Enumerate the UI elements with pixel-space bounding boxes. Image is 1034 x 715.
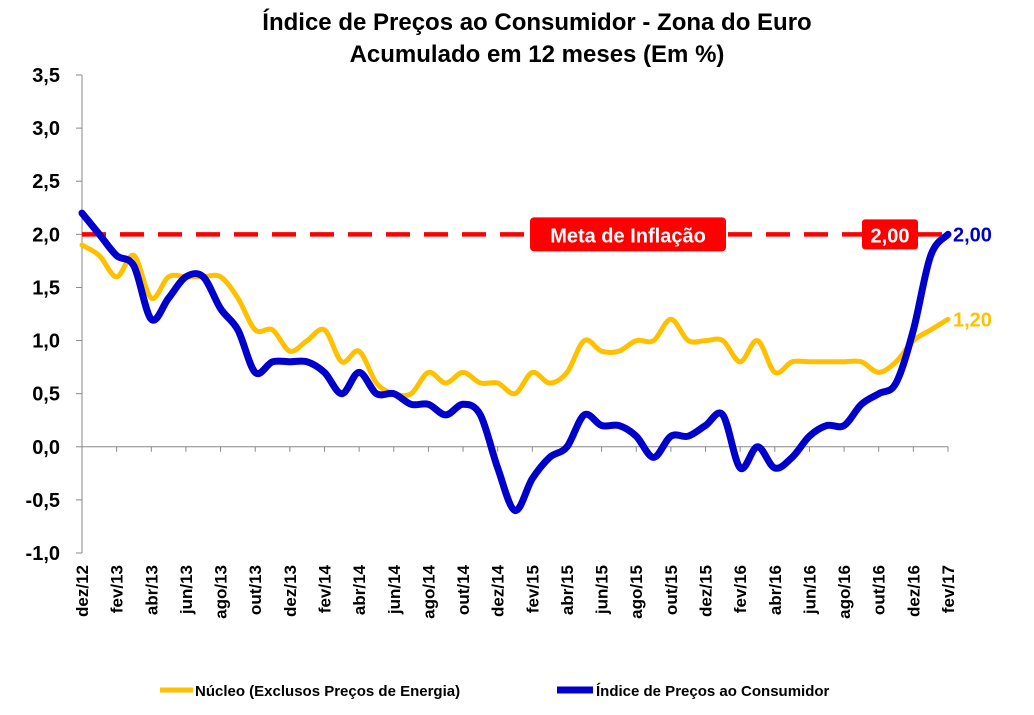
series-group <box>78 209 952 514</box>
x-tick-label: abr/15 <box>558 565 577 615</box>
x-tick-label: out/15 <box>662 565 681 615</box>
x-tick-label: dez/12 <box>73 565 92 617</box>
legend: Núcleo (Exclusos Preços de Energia) Índic… <box>160 683 830 700</box>
target-label-box <box>530 217 726 252</box>
axes: -1,0 -0,5 0,0 0,5 1,0 1,5 2,0 2,5 3,0 3,5 dez/12 fe… <box>26 65 958 619</box>
x-tick-label: dez/14 <box>489 564 508 617</box>
x-tick-label: ago/13 <box>212 565 231 619</box>
x-tick-label: dez/15 <box>697 565 716 617</box>
y-tick-label: 2,5 <box>32 171 60 193</box>
y-tick-label: 1,5 <box>32 277 60 299</box>
x-tick-label: fev/16 <box>731 565 750 613</box>
chart-title-line2: Acumulado em 12 meses (Em %) <box>350 41 725 68</box>
target-value-box <box>862 219 918 250</box>
y-tick-label: 3,5 <box>32 65 60 87</box>
x-tick-label: ago/15 <box>627 565 646 619</box>
y-tick-label: 1,0 <box>32 331 60 353</box>
x-tick-label: dez/16 <box>904 565 923 617</box>
y-tick-label: 3,0 <box>32 118 60 140</box>
x-tick-label: abr/16 <box>766 565 785 615</box>
end-label: 2,00 <box>953 224 992 246</box>
series-line-ipc <box>78 209 952 514</box>
y-tick-label: -0,5 <box>26 490 60 512</box>
x-tick-label: ago/16 <box>835 565 854 619</box>
end-label: 1,20 <box>953 309 992 331</box>
y-tick-label: -1,0 <box>26 543 60 565</box>
chart-title-line1: Índice de Preços ao Consumidor - Zona do… <box>262 8 811 36</box>
x-tick-label: out/13 <box>246 565 265 615</box>
x-tick-label: jun/16 <box>800 565 819 615</box>
x-tick-label: fev/17 <box>939 565 958 613</box>
target-label: Meta de Inflação <box>550 225 706 247</box>
x-tick-label: out/16 <box>870 565 889 615</box>
x-tick-label: abr/14 <box>350 564 369 615</box>
x-tick-label: fev/14 <box>315 564 334 613</box>
x-tick-label: jun/15 <box>593 565 612 615</box>
legend-label-ipc: Índice de Preços ao Consumidor <box>596 683 830 700</box>
target-value-label: 2,00 <box>871 225 910 247</box>
annotations: Meta de Inflação 2,00 2,00 1,20 <box>530 217 992 331</box>
x-tick-label: out/14 <box>454 564 473 615</box>
y-tick-label: 0,0 <box>32 437 60 459</box>
legend-label-nucleo: Núcleo (Exclusos Preços de Energia) <box>195 683 460 700</box>
x-tick-label: dez/13 <box>281 565 300 617</box>
series-line-nucleo <box>79 242 951 399</box>
x-tick-label: abr/13 <box>142 565 161 615</box>
x-tick-label: jun/14 <box>385 564 404 615</box>
y-tick-label: 0,5 <box>32 384 60 406</box>
x-tick-label: jun/13 <box>177 565 196 615</box>
x-tick-label: fev/15 <box>523 565 542 613</box>
x-tick-label: fev/13 <box>108 565 127 613</box>
y-tick-label: 2,0 <box>32 224 60 246</box>
x-tick-label: ago/14 <box>419 564 438 618</box>
